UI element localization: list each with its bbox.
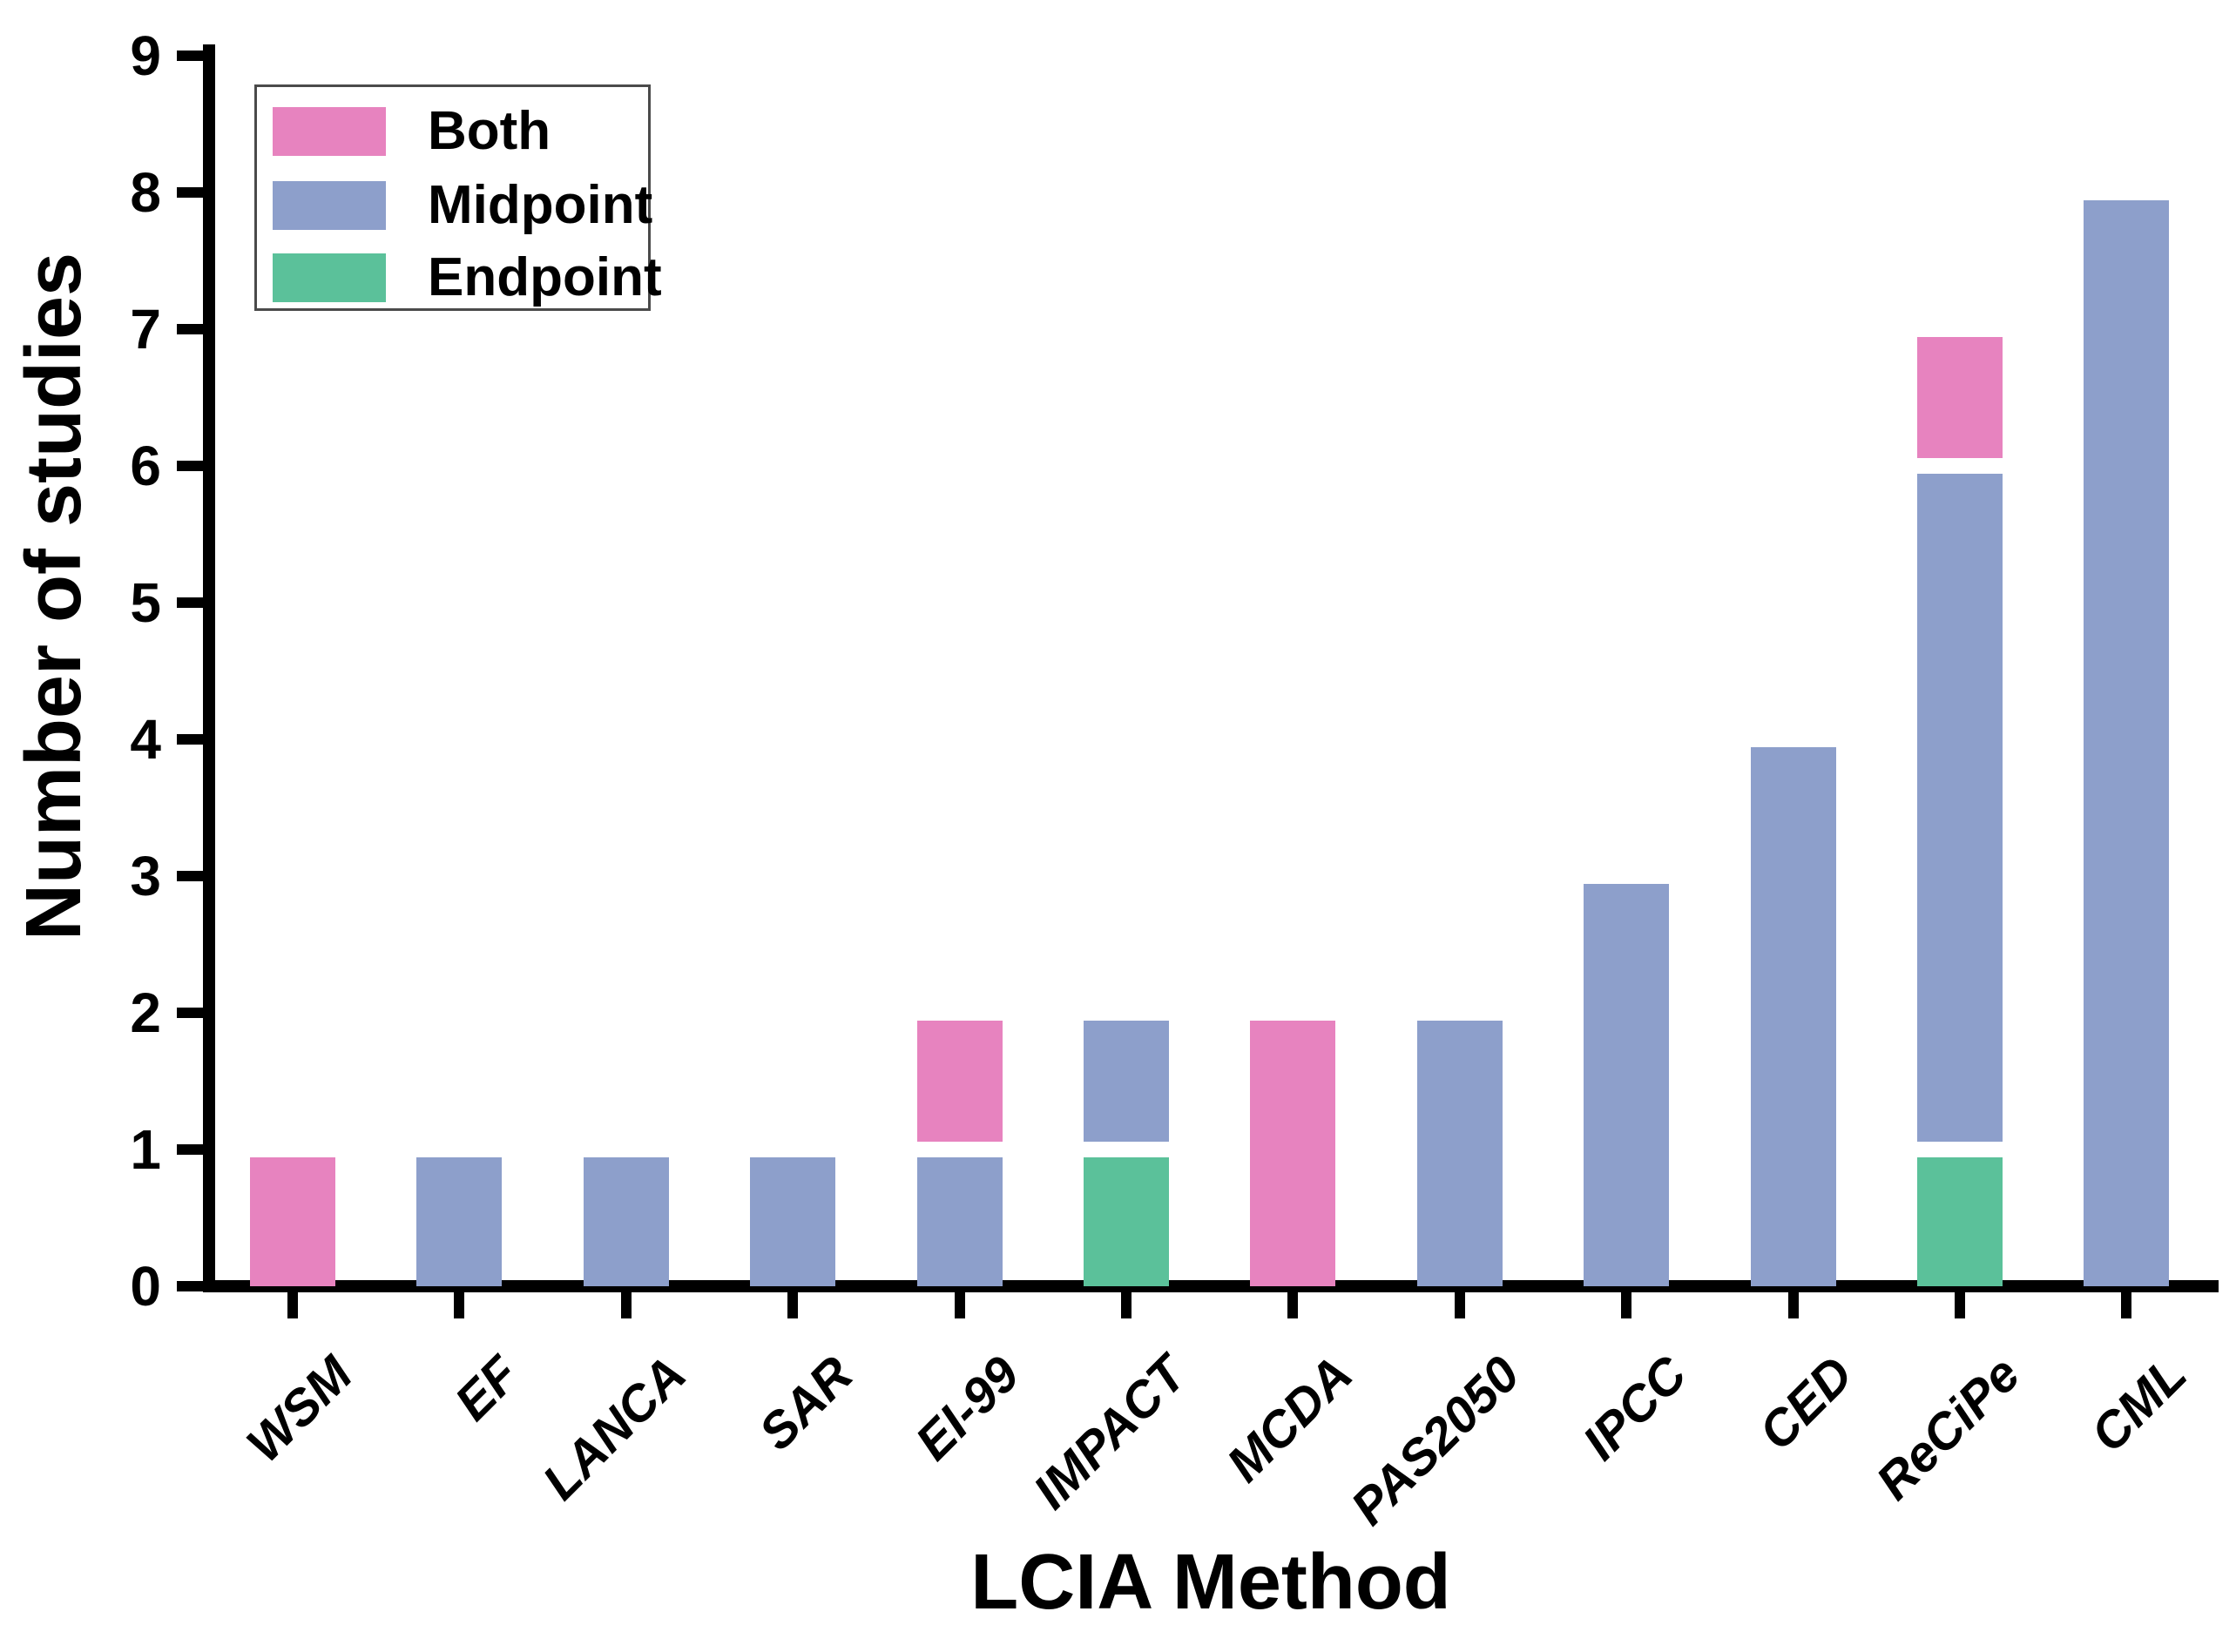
x-tick-label-ei-99: EI-99 bbox=[904, 1345, 1030, 1472]
x-tick-label-wsm: WSM bbox=[235, 1345, 364, 1473]
bar-ef-midpoint-segment bbox=[416, 1157, 503, 1286]
y-tick-label-0: 0 bbox=[130, 1255, 161, 1318]
x-tick-wsm bbox=[287, 1292, 298, 1318]
bar-impact-endpoint-segment bbox=[1084, 1157, 1169, 1286]
x-tick-label-ef: EF bbox=[444, 1345, 530, 1432]
y-tick-5 bbox=[177, 597, 203, 608]
x-tick-mcda bbox=[1287, 1292, 1299, 1318]
bar-lanca-midpoint-segment bbox=[583, 1157, 669, 1286]
x-tick-impact bbox=[1121, 1292, 1132, 1318]
legend-swatch-both-icon bbox=[273, 107, 386, 156]
x-tick-label-ipcc: IPCC bbox=[1571, 1345, 1698, 1472]
legend-swatch-midpoint-icon bbox=[273, 181, 386, 230]
y-tick-2 bbox=[177, 1008, 203, 1018]
x-tick-label-ced: CED bbox=[1748, 1345, 1864, 1461]
bar-ei-99-midpoint-segment bbox=[916, 1157, 1003, 1286]
y-tick-6 bbox=[177, 461, 203, 471]
y-tick-label-6: 6 bbox=[130, 435, 161, 497]
y-tick-label-9: 9 bbox=[130, 24, 161, 87]
y-tick-label-2: 2 bbox=[130, 981, 161, 1044]
bar-wsm-both-segment bbox=[250, 1157, 335, 1286]
y-tick-label-1: 1 bbox=[130, 1118, 161, 1181]
x-tick-label-pas2050: PAS2050 bbox=[1340, 1345, 1530, 1536]
y-tick-label-3: 3 bbox=[130, 845, 161, 907]
legend-row-midpoint: Midpoint bbox=[273, 179, 652, 233]
y-tick-3 bbox=[177, 871, 203, 881]
x-tick-label-recipe: ReCiPe bbox=[1865, 1345, 2031, 1511]
x-axis-spine bbox=[203, 1280, 2219, 1292]
legend-row-both: Both bbox=[273, 105, 551, 158]
x-tick-ced bbox=[1787, 1292, 1799, 1318]
y-tick-label-4: 4 bbox=[130, 708, 161, 771]
legend-row-endpoint: Endpoint bbox=[273, 251, 662, 305]
legend-swatch-endpoint-icon bbox=[273, 253, 386, 302]
x-tick-lanca bbox=[620, 1292, 632, 1318]
x-tick-label-sar: SAR bbox=[747, 1345, 864, 1461]
x-tick-ei-99 bbox=[954, 1292, 965, 1318]
y-tick-label-7: 7 bbox=[130, 298, 161, 361]
x-tick-pas2050 bbox=[1454, 1292, 1465, 1318]
bar-impact-midpoint-segment bbox=[1084, 1021, 1169, 1142]
x-tick-label-cml: CML bbox=[2079, 1345, 2198, 1463]
bar-ipcc-midpoint-segment bbox=[1584, 884, 1670, 1286]
x-tick-sar bbox=[787, 1292, 799, 1318]
x-tick-label-mcda: MCDA bbox=[1216, 1345, 1364, 1494]
bar-cml-midpoint-segment bbox=[2084, 200, 2170, 1286]
y-tick-8 bbox=[177, 187, 203, 198]
legend-label-both: Both bbox=[428, 101, 551, 161]
y-axis-spine bbox=[203, 44, 215, 1292]
x-tick-ipcc bbox=[1621, 1292, 1632, 1318]
legend-label-midpoint: Midpoint bbox=[428, 175, 653, 235]
x-axis-title: LCIA Method bbox=[970, 1539, 1451, 1626]
y-tick-label-8: 8 bbox=[130, 161, 161, 224]
bar-mcda-both-segment bbox=[1250, 1021, 1336, 1286]
y-tick-0 bbox=[177, 1281, 203, 1291]
legend-label-endpoint: Endpoint bbox=[428, 247, 662, 307]
x-tick-label-lanca: LANCA bbox=[531, 1345, 697, 1511]
bar-ei-99-both-segment bbox=[916, 1021, 1003, 1142]
bar-ced-midpoint-segment bbox=[1750, 747, 1836, 1286]
y-tick-7 bbox=[177, 324, 203, 334]
x-tick-ef bbox=[454, 1292, 465, 1318]
y-tick-label-5: 5 bbox=[130, 571, 161, 634]
x-tick-cml bbox=[2121, 1292, 2132, 1318]
bar-recipe-midpoint-segment bbox=[1917, 474, 2003, 1142]
x-tick-label-impact: IMPACT bbox=[1023, 1345, 1198, 1521]
bar-sar-midpoint-segment bbox=[750, 1157, 836, 1286]
legend: Both Midpoint Endpoint bbox=[254, 84, 662, 311]
y-tick-1 bbox=[177, 1144, 203, 1155]
bar-recipe-endpoint-segment bbox=[1917, 1157, 2003, 1286]
y-tick-4 bbox=[177, 734, 203, 745]
y-tick-9 bbox=[177, 51, 203, 61]
bar-pas2050-midpoint-segment bbox=[1416, 1021, 1503, 1286]
x-tick-recipe bbox=[1955, 1292, 1965, 1318]
bar-recipe-both-segment bbox=[1917, 337, 2003, 458]
